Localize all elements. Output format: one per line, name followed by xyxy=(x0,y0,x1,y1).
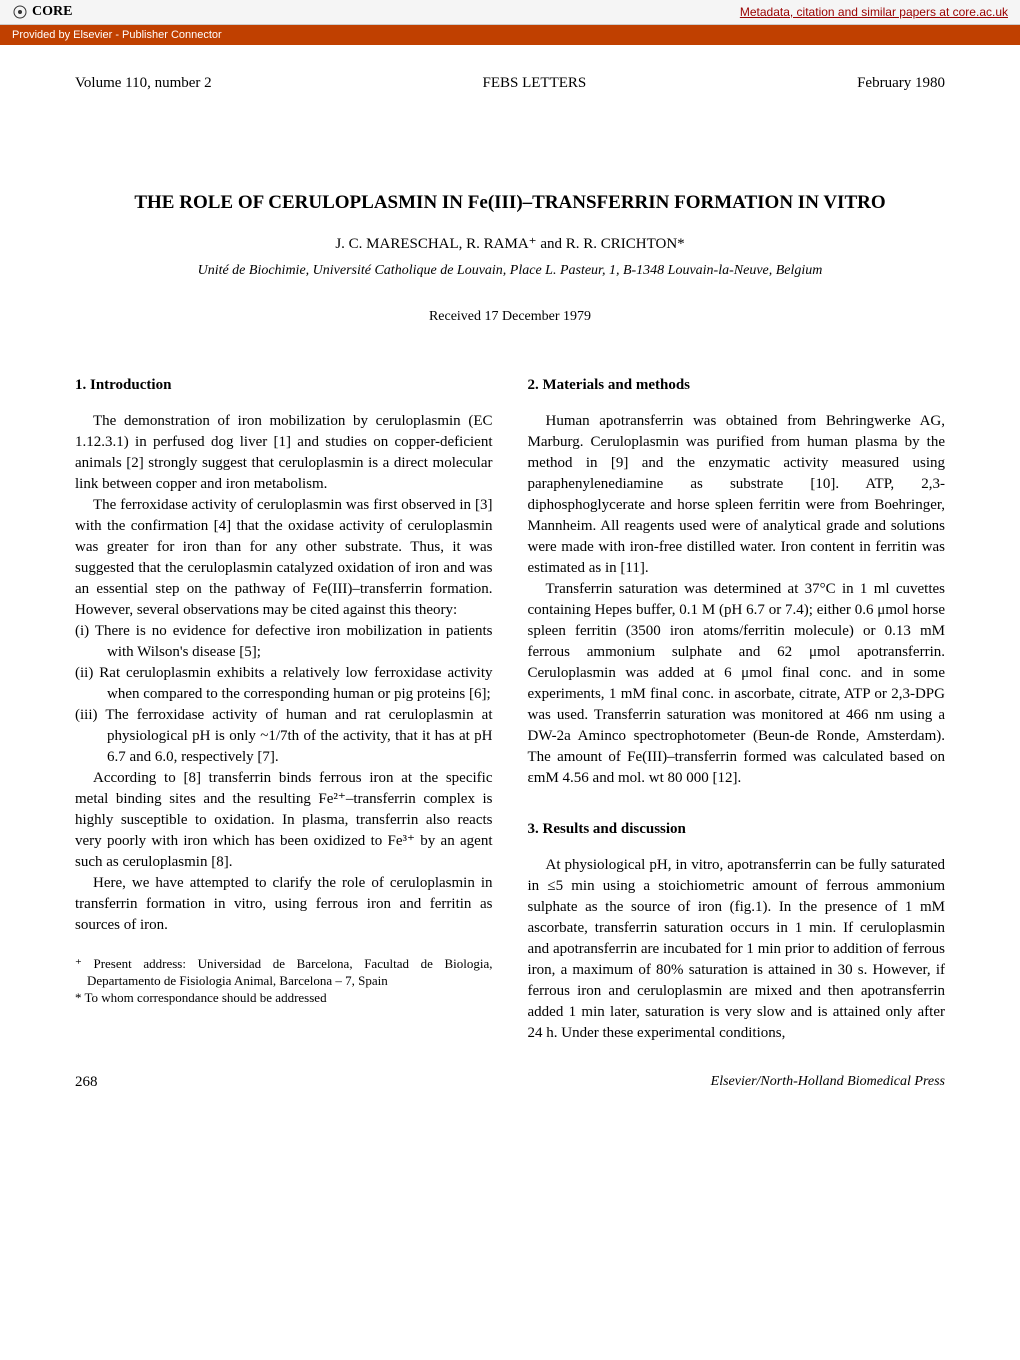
left-column: 1. Introduction The demonstration of iro… xyxy=(75,375,493,1044)
footnote-1: ⁺ Present address: Universidad de Barcel… xyxy=(75,956,493,990)
core-logo-text: CORE xyxy=(32,4,72,20)
right-column: 2. Materials and methods Human apotransf… xyxy=(528,375,946,1044)
section-2-heading: 2. Materials and methods xyxy=(528,375,946,396)
page-footer: 268 Elsevier/North-Holland Biomedical Pr… xyxy=(75,1074,945,1091)
core-header: CORE Metadata, citation and similar pape… xyxy=(0,0,1020,25)
intro-para-1: The demonstration of iron mobilization b… xyxy=(75,411,493,495)
core-logo-icon xyxy=(12,4,28,20)
footnotes: ⁺ Present address: Universidad de Barcel… xyxy=(75,956,493,1007)
core-logo: CORE xyxy=(12,4,72,20)
footnote-2: * To whom correspondance should be addre… xyxy=(75,990,493,1007)
two-column-layout: 1. Introduction The demonstration of iro… xyxy=(75,375,945,1044)
methods-para-2: Transferrin saturation was determined at… xyxy=(528,579,946,789)
provider-bar: Provided by Elsevier - Publisher Connect… xyxy=(0,25,1020,45)
intro-para-3: According to [8] transferrin binds ferro… xyxy=(75,768,493,873)
results-para-1: At physiological pH, in vitro, apotransf… xyxy=(528,855,946,1044)
list-item-ii: (ii) Rat ceruloplasmin exhibits a relati… xyxy=(75,663,493,705)
page-content: Volume 110, number 2 FEBS LETTERS Februa… xyxy=(0,45,1020,1121)
core-metadata-link[interactable]: Metadata, citation and similar papers at… xyxy=(740,5,1008,19)
section-3-heading: 3. Results and discussion xyxy=(528,819,946,840)
publication-date: February 1980 xyxy=(857,75,945,92)
intro-para-4: Here, we have attempted to clarify the r… xyxy=(75,873,493,936)
journal-header: Volume 110, number 2 FEBS LETTERS Februa… xyxy=(75,75,945,92)
section-1-heading: 1. Introduction xyxy=(75,375,493,396)
publisher: Elsevier/North-Holland Biomedical Press xyxy=(711,1074,945,1091)
article-title: THE ROLE OF CERULOPLASMIN IN Fe(III)–TRA… xyxy=(75,192,945,214)
journal-name: FEBS LETTERS xyxy=(482,75,586,92)
authors: J. C. MARESCHAL, R. RAMA⁺ and R. R. CRIC… xyxy=(75,234,945,253)
received-date: Received 17 December 1979 xyxy=(75,309,945,325)
provider-text: Provided by Elsevier - Publisher Connect… xyxy=(12,29,222,41)
affiliation: Unité de Biochimie, Université Catholiqu… xyxy=(75,263,945,279)
methods-para-1: Human apotransferrin was obtained from B… xyxy=(528,411,946,579)
page-number: 268 xyxy=(75,1074,98,1091)
list-item-iii: (iii) The ferroxidase activity of human … xyxy=(75,705,493,768)
intro-para-2: The ferroxidase activity of ceruloplasmi… xyxy=(75,495,493,621)
list-item-i: (i) There is no evidence for defective i… xyxy=(75,621,493,663)
volume-info: Volume 110, number 2 xyxy=(75,75,212,92)
